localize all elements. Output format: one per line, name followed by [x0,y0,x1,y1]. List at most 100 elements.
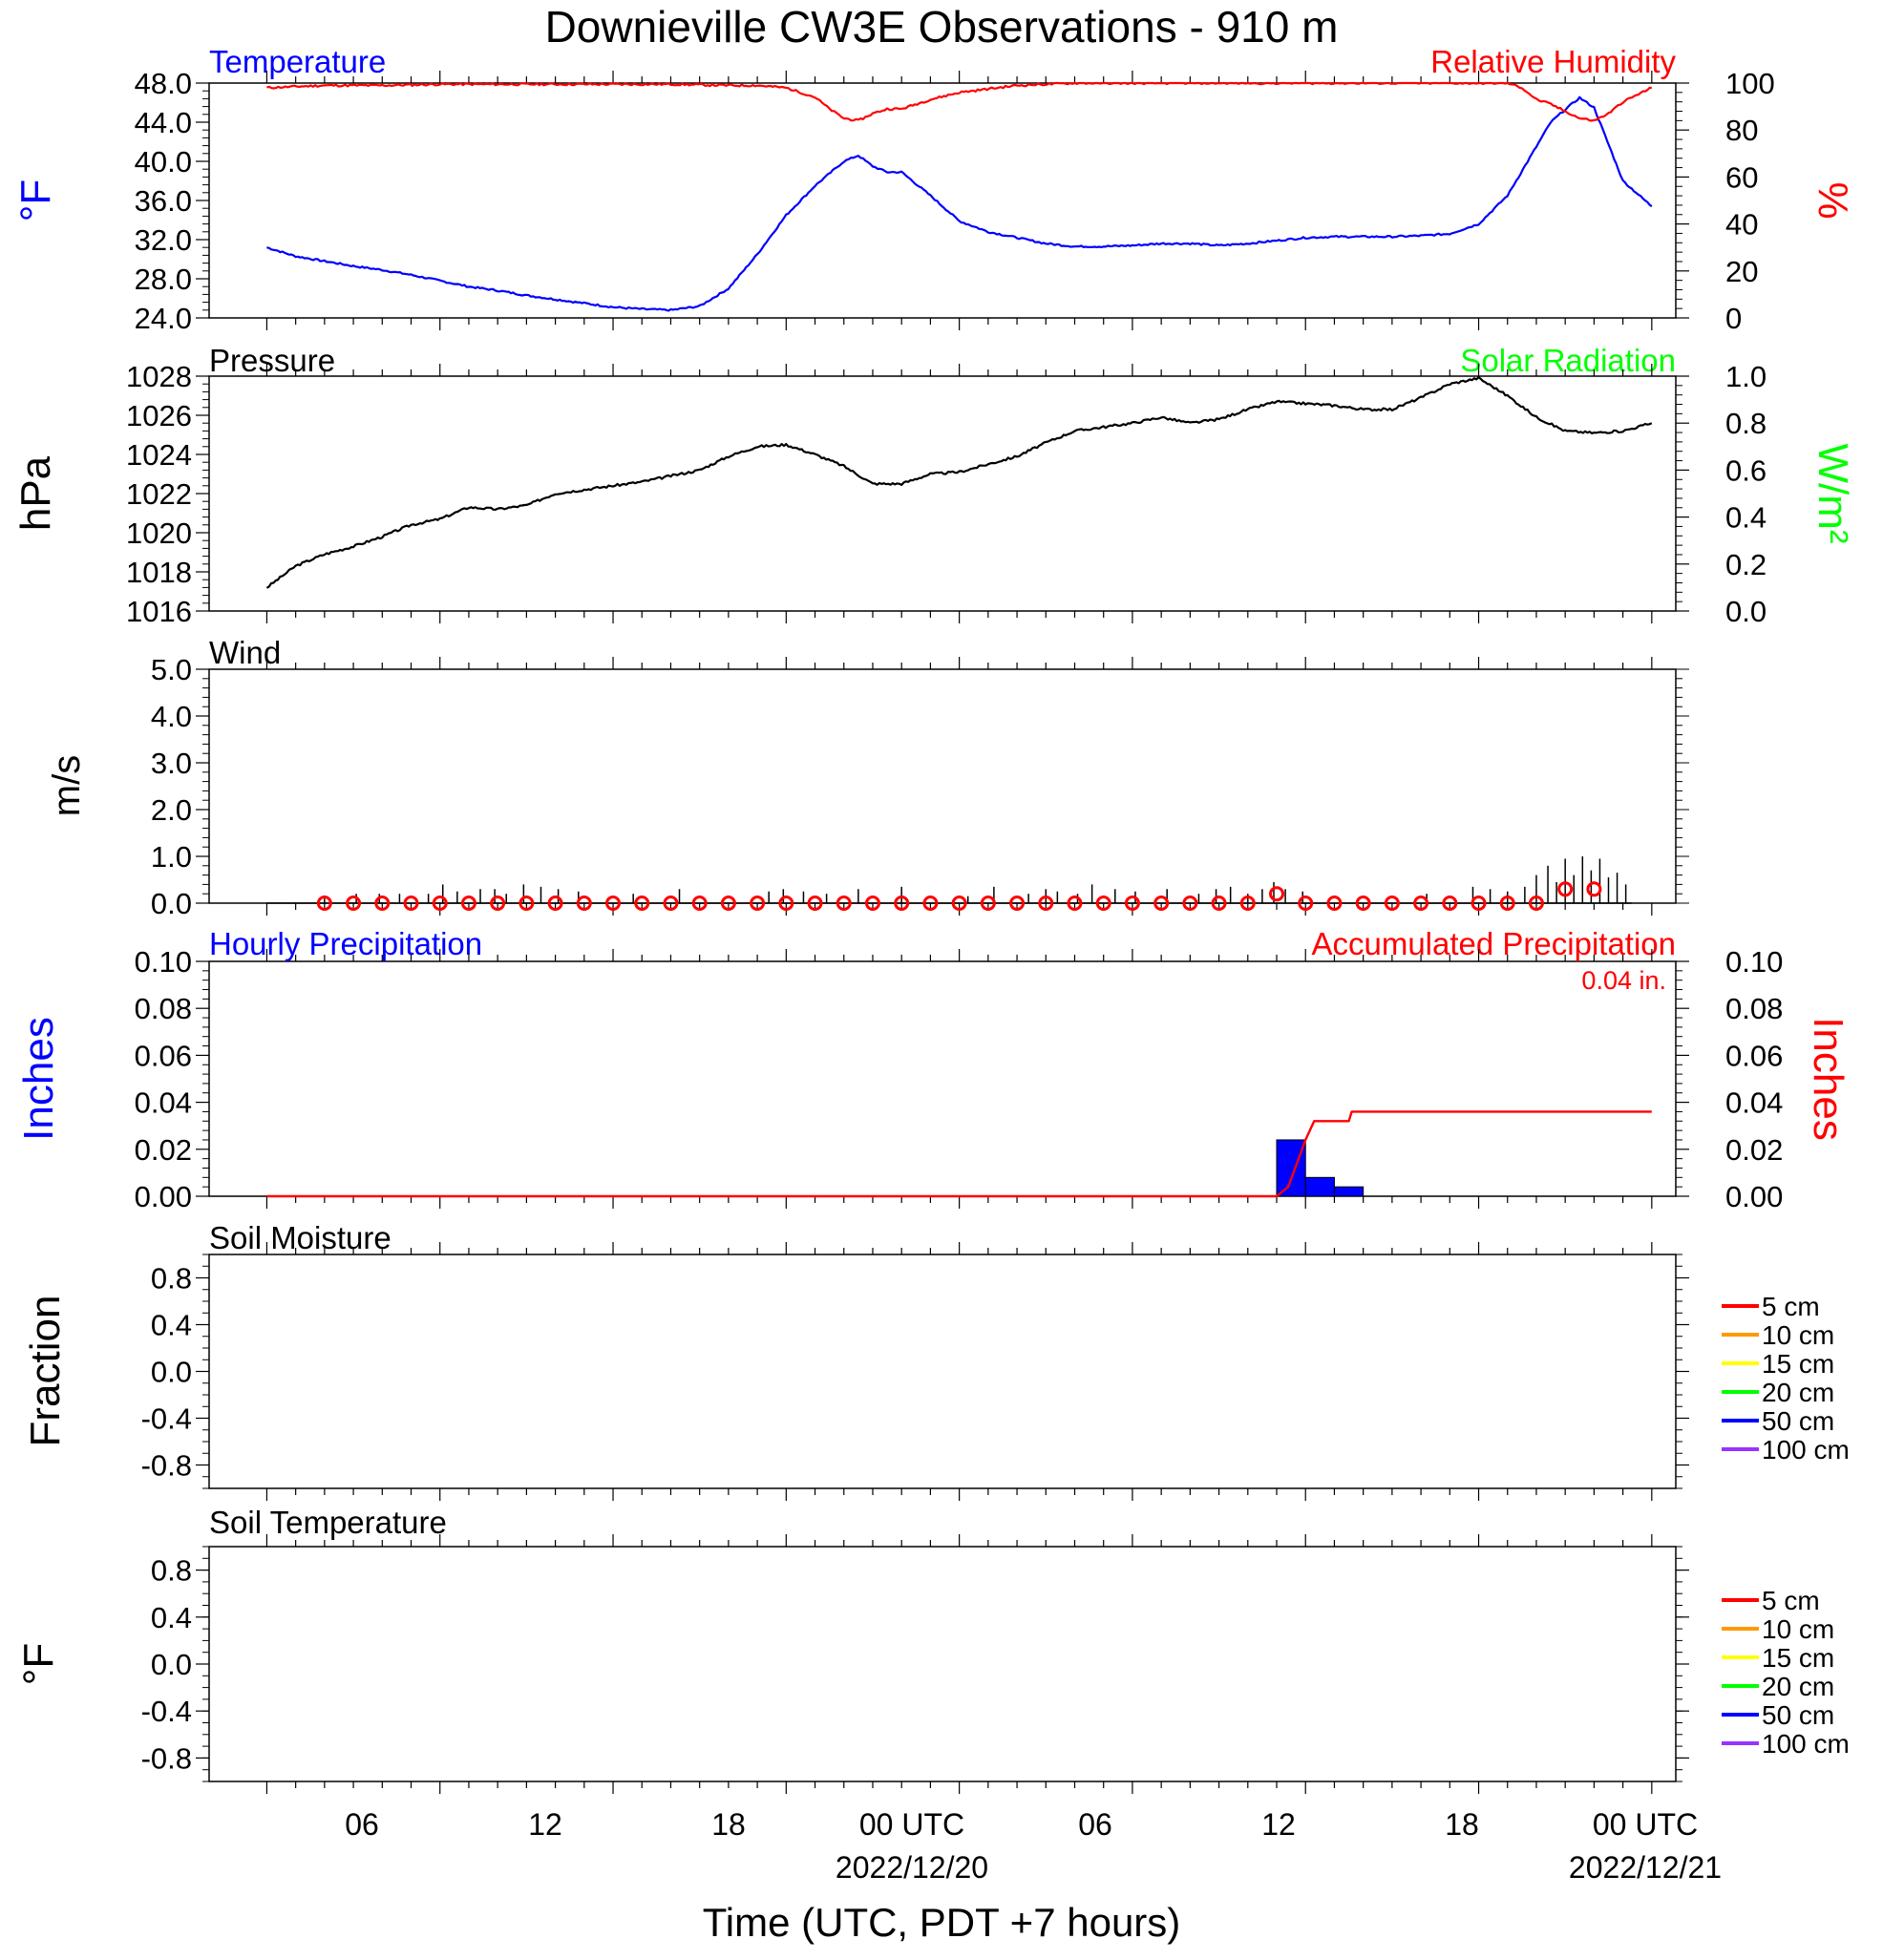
y-tick-label: 80 [1725,114,1758,147]
precip-axis-label-right: Inches [1805,1017,1851,1141]
y-tick-label: 1028 [126,360,192,393]
wind-marker [1211,896,1227,911]
wind-marker [750,896,766,911]
wind-marker [864,896,880,911]
wind-marker [490,896,506,911]
wind-marker [460,896,476,911]
legend-label: 5 cm [1762,1586,1820,1615]
legend-label: 50 cm [1762,1700,1834,1730]
y-tick-label: 40.0 [135,145,192,179]
temperature-axis-label: °F [12,179,59,221]
wind-marker [547,896,563,911]
y-tick-label: -0.4 [141,1402,192,1436]
x-tick-label: 00 UTC [1593,1807,1698,1842]
y-tick-label: 1022 [126,477,192,511]
y-tick-label: 0.04 [135,1086,192,1120]
y-tick-label: 0.02 [135,1133,192,1167]
temperature-line [266,95,1653,312]
y-tick-label: 0 [1725,302,1742,335]
y-tick-label: 36.0 [135,184,192,218]
wind-marker [634,896,650,911]
y-tick-label: 44.0 [135,106,192,139]
pressure-title: Pressure [209,343,335,378]
x-tick-label: 00 UTC [859,1807,964,1842]
y-tick-label: 0.4 [1725,501,1767,535]
x-axis-title: Time (UTC, PDT +7 hours) [703,1900,1181,1945]
wind-marker [1067,896,1083,911]
y-tick-label: -0.4 [141,1695,192,1728]
wind-marker [1384,896,1400,911]
wind-marker [1470,896,1487,911]
wind-marker [1528,896,1544,911]
wind-marker [346,896,362,911]
y-tick-label: 0.00 [1725,1180,1783,1213]
y-tick-label: 0.08 [1725,992,1783,1025]
wind-marker [1499,896,1515,911]
wind-marker [922,896,939,911]
wind-marker [1124,896,1140,911]
soil-moisture-title: Soil Moisture [209,1220,391,1255]
data-layer [265,81,1653,1198]
wind-marker [403,896,419,911]
solar-radiation-title: Solar Radiation [1460,343,1676,378]
wind-marker [1038,896,1054,911]
legend-label: 20 cm [1762,1672,1834,1701]
y-tick-label: 0.08 [135,992,192,1025]
y-tick-label: 0.04 [1725,1086,1783,1120]
wind-marker [980,896,996,911]
y-tick-label: 3.0 [151,747,192,780]
y-tick-label: 48.0 [135,67,192,100]
wind-marker [894,896,910,911]
wind-marker [1586,881,1602,897]
soil-temperature-title: Soil Temperature [209,1505,447,1540]
soil-moisture-axis-label: Fraction [22,1296,69,1447]
y-tick-label: 20 [1725,255,1758,288]
pressure-axis-label: hPa [12,455,59,531]
relative-humidity-title: Relative Humidity [1430,44,1676,79]
soil-temperature-axis-label: °F [15,1643,62,1685]
wind-marker [576,896,592,911]
y-tick-label: 60 [1725,160,1758,194]
legend-label: 20 cm [1762,1378,1834,1407]
y-tick-label: 0.00 [135,1180,192,1213]
y-tick-label: 1024 [126,438,192,472]
x-date-label: 2022/12/20 [836,1850,988,1885]
y-tick-label: 1018 [126,556,192,589]
legend-label: 10 cm [1762,1614,1834,1644]
wind-marker [374,896,391,911]
wind-marker [1269,886,1285,902]
precip-total-label: 0.04 in. [1581,966,1666,995]
legend-label: 10 cm [1762,1320,1834,1350]
wind-marker [1095,896,1111,911]
y-tick-label: 0.2 [1725,548,1767,581]
y-tick-label: 0.4 [151,1601,192,1634]
wind-marker [1326,896,1343,911]
wind-marker [605,896,622,911]
x-date-label: 2022/12/21 [1569,1850,1722,1885]
y-tick-label: 2.0 [151,793,192,827]
y-tick-label: 0.06 [135,1039,192,1072]
wind-marker [807,896,823,911]
wind-marker [1557,881,1574,897]
legend-label: 50 cm [1762,1406,1834,1436]
wind-marker [1182,896,1198,911]
y-tick-label: 5.0 [151,653,192,686]
hourly-precip-bar [1276,1139,1306,1197]
temperature-title: Temperature [209,44,386,79]
legend-label: 15 cm [1762,1349,1834,1379]
wind-marker [316,896,332,911]
hourly-precip-bar [1304,1176,1335,1197]
wind-marker [720,896,736,911]
chart-title: Downieville CW3E Observations - 910 m [545,2,1339,52]
axis-ticks-layer: 24.0 28.0 32.0 36.0 40.0 44.0 48.0 0 20 40 60 80 100… [126,67,1783,1794]
precip-axis-label-left: Inches [15,1017,62,1141]
y-tick-label: 0.6 [1725,453,1767,487]
x-tick-label: 18 [711,1807,746,1842]
y-tick-label: 0.02 [1725,1133,1783,1167]
legend-label: 15 cm [1762,1643,1834,1673]
y-tick-label: 0.10 [135,945,192,979]
wind-marker [691,896,708,911]
y-tick-label: 4.0 [151,700,192,733]
y-tick-label: 1.0 [1725,360,1767,393]
